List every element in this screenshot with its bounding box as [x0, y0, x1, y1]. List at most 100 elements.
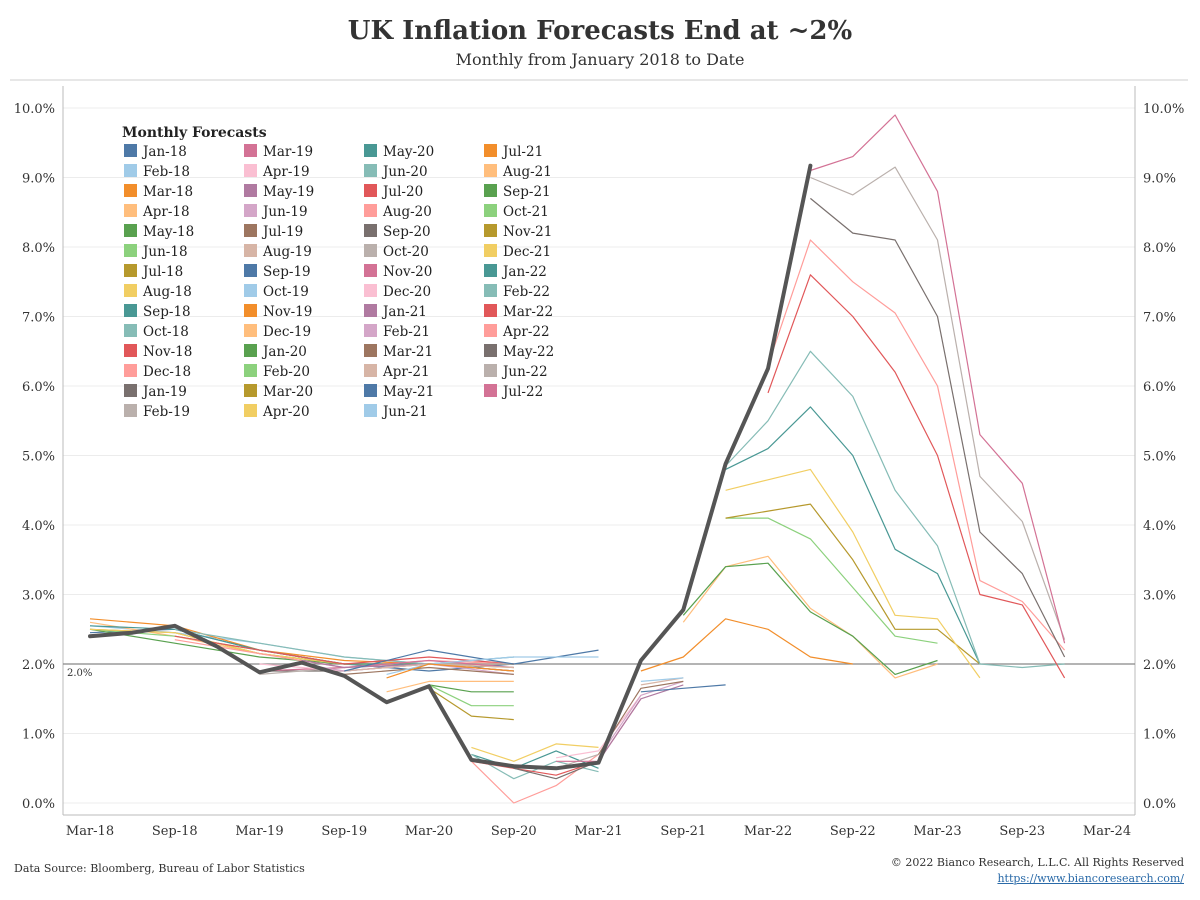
legend-swatch — [124, 264, 137, 277]
legend-label: Aug-21 — [502, 164, 552, 180]
legend-label: Jan-21 — [381, 304, 427, 320]
footer-credit: © 2022 Bianco Research, L.L.C. All Right… — [891, 855, 1184, 887]
legend-swatch — [484, 144, 497, 157]
x-tick-label: Sep-23 — [999, 824, 1045, 839]
legend-swatch — [484, 284, 497, 297]
y-tick-label-right: 9.0% — [1143, 172, 1176, 187]
legend-label: Apr-22 — [502, 324, 550, 340]
legend-label: May-21 — [383, 384, 434, 400]
legend-swatch — [364, 224, 377, 237]
legend-label: Feb-21 — [383, 324, 430, 340]
legend-swatch — [244, 284, 257, 297]
legend-swatch — [364, 384, 377, 397]
legend-swatch — [484, 364, 497, 377]
legend-swatch — [124, 164, 137, 177]
y-tick-label-right: 2.0% — [1143, 658, 1176, 673]
x-tick-label: Mar-20 — [405, 824, 453, 839]
series-line-nov-19 — [386, 663, 514, 679]
y-tick-label-right: 3.0% — [1143, 589, 1176, 604]
series-line-may-22 — [810, 197, 1066, 658]
legend-swatch — [364, 344, 377, 357]
legend-swatch — [364, 164, 377, 177]
y-tick-label-left: 10.0% — [14, 102, 55, 117]
legend-label: Mar-21 — [383, 344, 433, 360]
y-tick-label-left: 1.0% — [22, 728, 55, 743]
series-line-jul-22 — [810, 114, 1066, 644]
legend-swatch — [124, 284, 137, 297]
legend-swatch — [244, 304, 257, 317]
legend-swatch — [364, 364, 377, 377]
legend-label: Jan-18 — [141, 144, 187, 160]
legend-label: Oct-21 — [503, 204, 549, 220]
legend-label: Nov-20 — [383, 264, 432, 280]
legend-swatch — [244, 204, 257, 217]
legend-label: Jan-20 — [261, 344, 307, 360]
x-tick-label: Sep-21 — [660, 824, 706, 839]
legend-swatch — [124, 364, 137, 377]
series-line-feb-20 — [428, 684, 514, 707]
x-tick-label: Mar-23 — [913, 824, 961, 839]
legend-label: Oct-19 — [263, 284, 309, 300]
axes — [62, 86, 1136, 816]
y-tick-label-left: 5.0% — [22, 450, 55, 465]
legend-label: Jul-19 — [261, 224, 303, 240]
series-line-jun-22 — [810, 166, 1066, 640]
legend-label: Jun-18 — [141, 244, 188, 260]
legend-swatch — [124, 204, 137, 217]
legend-label: Dec-20 — [383, 284, 431, 300]
copyright-text: © 2022 Bianco Research, L.L.C. All Right… — [890, 856, 1184, 869]
legend-label: Feb-20 — [263, 364, 310, 380]
legend-label: Sep-20 — [383, 224, 431, 240]
legend-label: Oct-18 — [143, 324, 189, 340]
chart-subtitle: Monthly from January 2018 to Date — [455, 50, 745, 69]
legend-swatch — [124, 144, 137, 157]
tick-labels: 0.0% 0.0% 1.0% 1.0% 2.0% 2.0% 3.0% 3.0% 4.0% 4.0%… — [14, 102, 1185, 839]
series-line-feb-21 — [598, 680, 684, 759]
series-line-feb-18 — [89, 625, 599, 665]
legend-swatch — [364, 204, 377, 217]
y-tick-label-left: 9.0% — [22, 172, 55, 187]
legend-label: Jul-20 — [381, 184, 423, 200]
legend-label: Sep-18 — [143, 304, 191, 320]
y-tick-label-right: 5.0% — [1143, 450, 1176, 465]
legend-swatch — [124, 224, 137, 237]
reference-line: 2.0% — [63, 663, 1135, 679]
legend-label: Mar-20 — [263, 384, 313, 400]
legend-label: Sep-21 — [503, 184, 551, 200]
legend-label: Nov-18 — [143, 344, 192, 360]
series-line-apr-22 — [767, 239, 1066, 651]
website-link[interactable]: https://www.biancoresearch.com/ — [997, 872, 1184, 885]
forecast-series — [89, 114, 1066, 804]
series-line-feb-22 — [725, 350, 1065, 669]
actual-inflation-line — [88, 163, 813, 771]
legend-swatch — [244, 404, 257, 417]
legend-swatch — [244, 324, 257, 337]
y-tick-label-left: 0.0% — [22, 797, 55, 812]
y-tick-label-right: 4.0% — [1143, 519, 1176, 534]
legend-swatch — [364, 244, 377, 257]
series-line-dec-20 — [556, 694, 642, 759]
x-tick-label: Sep-19 — [321, 824, 367, 839]
legend-label: May-18 — [143, 224, 194, 240]
legend-label: Jan-22 — [501, 264, 547, 280]
x-tick-label: Sep-20 — [491, 824, 537, 839]
legend-label: Jun-21 — [381, 404, 428, 420]
legend-swatch — [124, 344, 137, 357]
legend-swatch — [364, 264, 377, 277]
series-line-jul-19 — [344, 666, 514, 675]
legend-label: Mar-18 — [143, 184, 193, 200]
legend-label: Jul-21 — [501, 144, 543, 160]
legend-swatch — [244, 384, 257, 397]
y-tick-label-right: 7.0% — [1143, 311, 1176, 326]
series-line-nov-18 — [174, 635, 514, 665]
series-line-jan-22 — [725, 406, 981, 665]
legend-label: Aug-18 — [142, 284, 192, 300]
x-tick-label: Mar-24 — [1083, 824, 1131, 839]
series-line-sep-20 — [513, 760, 599, 780]
x-tick-label: Mar-18 — [66, 824, 114, 839]
legend-swatch — [244, 164, 257, 177]
legend-swatch — [124, 384, 137, 397]
legend-swatch — [484, 324, 497, 337]
legend-swatch — [484, 264, 497, 277]
legend-label: May-22 — [503, 344, 554, 360]
